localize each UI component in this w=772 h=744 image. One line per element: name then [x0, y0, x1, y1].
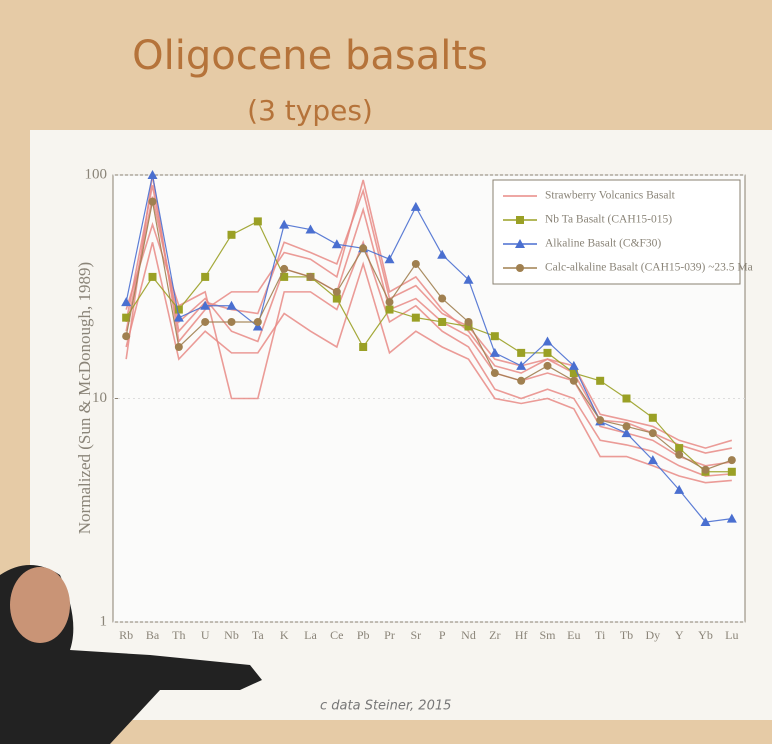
- x-tick-label: Lu: [725, 628, 738, 642]
- y-tick-label: 100: [85, 166, 108, 182]
- marker-square: [623, 395, 631, 403]
- marker-circle: [149, 198, 157, 206]
- x-tick-label: Zr: [489, 628, 500, 642]
- marker-circle: [280, 265, 288, 273]
- marker-square: [412, 314, 420, 322]
- legend-label: Alkaline Basalt (C&F30): [545, 238, 661, 250]
- x-tick-label: Dy: [645, 628, 660, 642]
- marker-square: [149, 273, 157, 281]
- marker-circle: [544, 362, 552, 370]
- marker-square: [438, 318, 446, 326]
- marker-circle: [596, 416, 604, 424]
- marker-circle: [517, 377, 525, 385]
- marker-circle: [359, 244, 367, 252]
- x-tick-label: La: [304, 628, 317, 642]
- marker-circle: [175, 343, 183, 351]
- legend-label: Nb Ta Basalt (CAH15-015): [545, 214, 672, 226]
- marker-circle: [254, 318, 262, 326]
- x-tick-label: Hf: [515, 628, 528, 642]
- x-tick-label: Pr: [384, 628, 395, 642]
- legend-marker: [516, 264, 524, 272]
- marker-circle: [465, 318, 473, 326]
- y-tick-label: 10: [92, 390, 107, 406]
- x-tick-label: Ba: [146, 628, 160, 642]
- x-tick-label: Ce: [330, 628, 343, 642]
- x-tick-label: P: [439, 628, 446, 642]
- x-tick-label: Th: [172, 628, 185, 642]
- marker-circle: [438, 295, 446, 303]
- x-tick-label: Pb: [357, 628, 370, 642]
- x-tick-label: K: [280, 628, 289, 642]
- x-tick-label: Yb: [698, 628, 713, 642]
- x-tick-label: Nb: [224, 628, 239, 642]
- marker-circle: [570, 377, 578, 385]
- marker-circle: [728, 456, 736, 464]
- x-tick-label: Sr: [410, 628, 421, 642]
- marker-circle: [333, 288, 341, 296]
- marker-circle: [623, 422, 631, 430]
- legend-label: Calc-alkaline Basalt (CAH15-039) ~23.5 M…: [545, 262, 753, 274]
- x-tick-label: Ti: [595, 628, 606, 642]
- marker-circle: [201, 318, 209, 326]
- marker-circle: [122, 332, 130, 340]
- marker-circle: [412, 260, 420, 268]
- marker-square: [649, 414, 657, 422]
- marker-circle: [675, 451, 683, 459]
- slide: Oligocene basalts (3 types) Normalized (…: [0, 0, 772, 744]
- x-tick-label: Nd: [461, 628, 476, 642]
- marker-square: [228, 231, 236, 239]
- x-tick-label: U: [201, 628, 210, 642]
- marker-square: [517, 349, 525, 357]
- marker-square: [201, 273, 209, 281]
- footer-credit: c data Steiner, 2015: [320, 699, 451, 714]
- marker-circle: [702, 466, 710, 474]
- marker-square: [596, 377, 604, 385]
- x-tick-label: Y: [675, 628, 684, 642]
- x-tick-label: Tb: [620, 628, 633, 642]
- legend-label: Strawberry Volcanics Basalt: [545, 190, 676, 202]
- marker-square: [359, 343, 367, 351]
- marker-circle: [491, 369, 499, 377]
- x-tick-label: Rb: [119, 628, 133, 642]
- marker-circle: [228, 318, 236, 326]
- presenter-head: [10, 567, 70, 643]
- marker-square: [386, 306, 394, 314]
- marker-square: [544, 349, 552, 357]
- x-tick-label: Ta: [252, 628, 264, 642]
- marker-circle: [307, 273, 315, 281]
- page: Oligocene basalts (3 types) Normalized (…: [0, 0, 772, 744]
- marker-square: [175, 306, 183, 314]
- marker-circle: [649, 429, 657, 437]
- y-tick-label: 1: [100, 613, 108, 629]
- marker-square: [491, 332, 499, 340]
- slide-subtitle: (3 types): [247, 94, 373, 127]
- x-tick-label: Eu: [567, 628, 580, 642]
- marker-square: [728, 468, 736, 476]
- marker-circle: [386, 298, 394, 306]
- legend-marker: [516, 216, 524, 224]
- marker-square: [254, 217, 262, 225]
- slide-title: Oligocene basalts: [132, 33, 488, 79]
- x-tick-label: Sm: [539, 628, 556, 642]
